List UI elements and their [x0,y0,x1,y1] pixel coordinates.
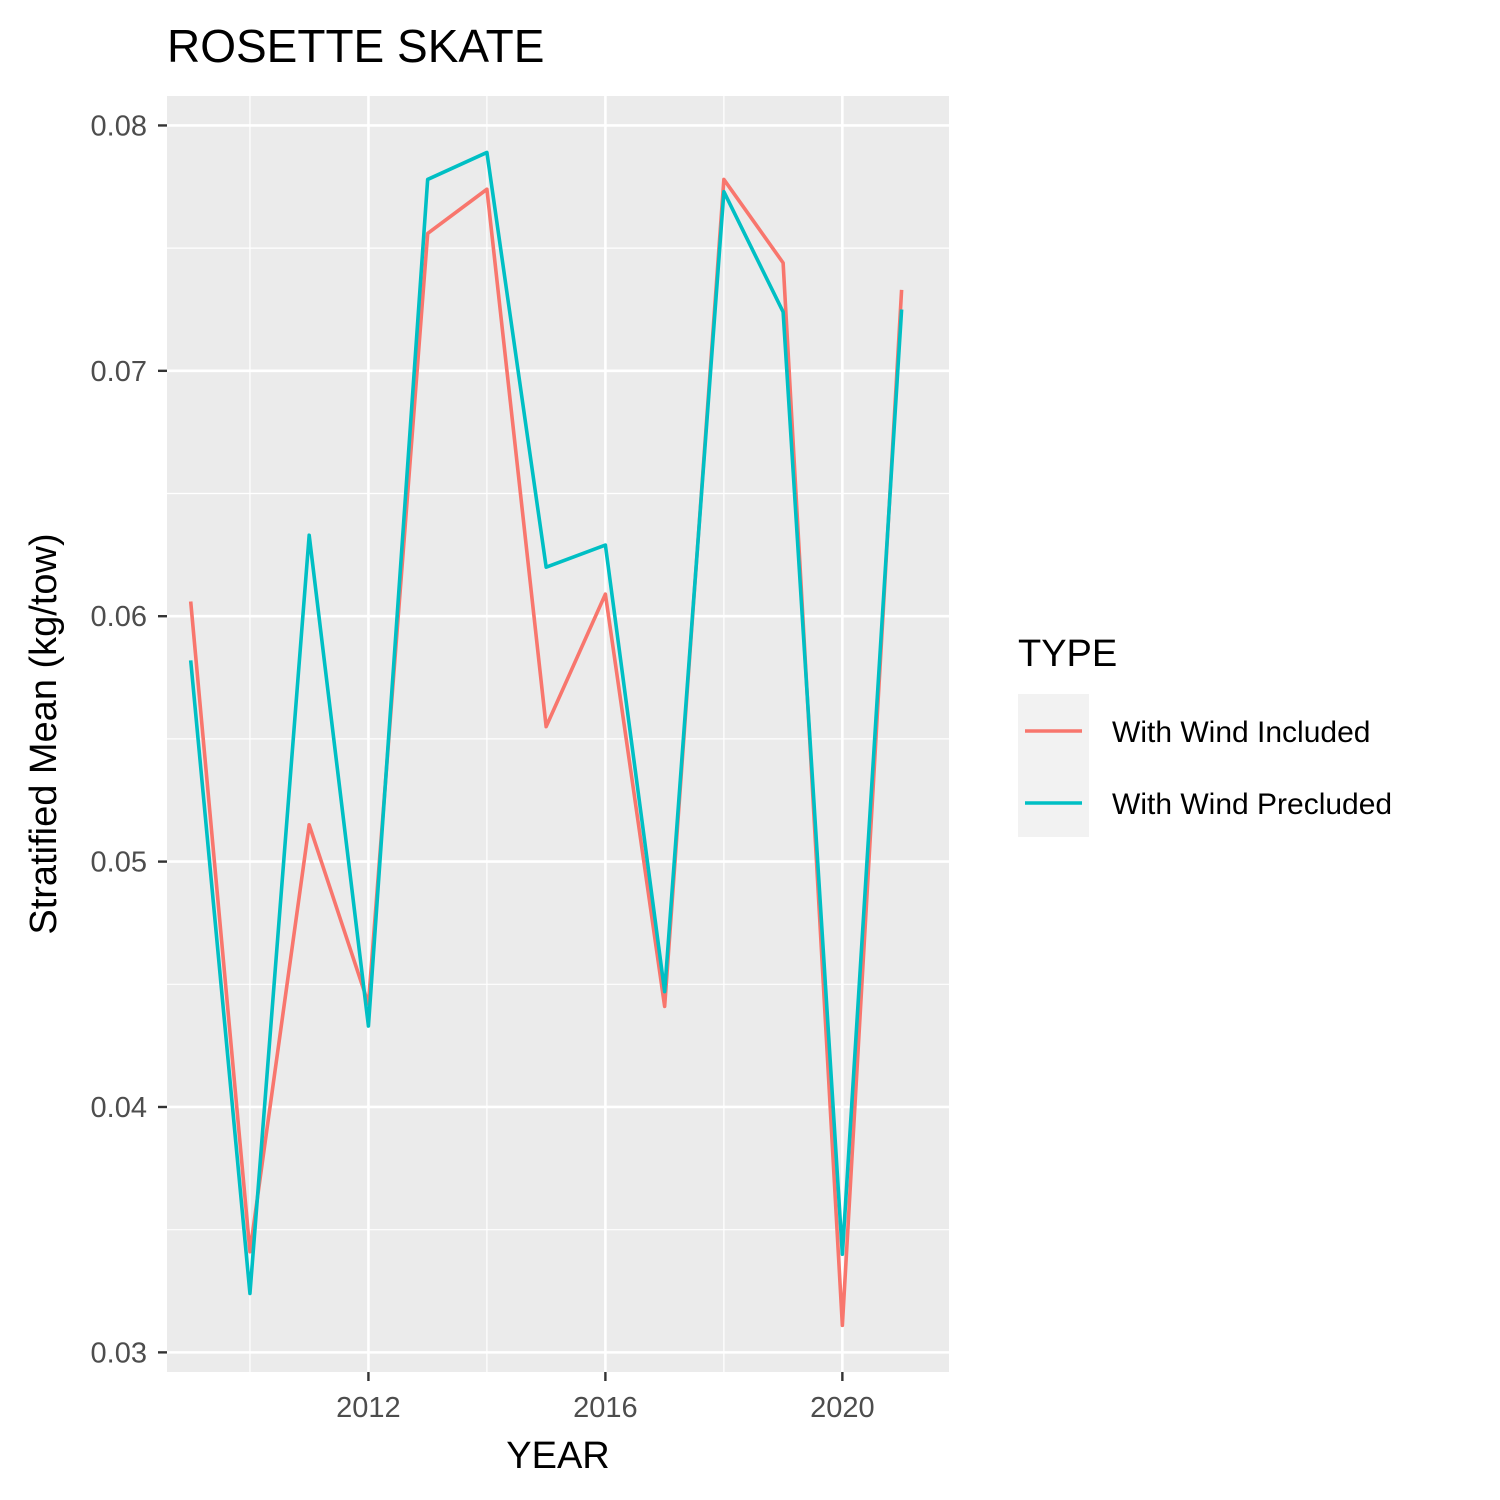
series-line-2 [188,150,904,1296]
y-tick-label: 0.08 [91,110,147,142]
legend-key-background [1018,694,1089,837]
y-tick-label: 0.04 [91,1092,147,1124]
legend-label-2: With Wind Precluded [1112,788,1392,821]
major-gridlines [167,96,949,1372]
y-tick-label: 0.03 [91,1337,147,1369]
legend-label-1: With Wind Included [1112,716,1370,749]
x-axis: 2012 2016 2020 [336,1372,875,1424]
x-tick-label: 2020 [810,1392,875,1424]
y-tick-label: 0.06 [91,601,147,633]
series-lines [188,150,904,1328]
x-tick-label: 2012 [336,1392,401,1424]
legend-items: With Wind Included With Wind Precluded [1025,716,1392,821]
y-axis-title: Stratified Mean (kg/tow) [23,533,65,934]
x-axis-title: YEAR [506,1435,609,1477]
plot-panel [167,96,949,1372]
y-axis: 0.03 0.04 0.05 0.06 0.07 0.08 [91,110,167,1369]
y-tick-label: 0.07 [91,356,147,388]
x-tick-label: 2016 [573,1392,638,1424]
legend-title: TYPE [1018,633,1117,675]
y-tick-label: 0.05 [91,847,147,879]
series-line-1 [188,177,904,1328]
chart-title: ROSETTE SKATE [167,20,544,72]
legend: TYPE With Wind Included With Wind Preclud… [1018,633,1392,837]
minor-gridlines [167,96,949,1372]
